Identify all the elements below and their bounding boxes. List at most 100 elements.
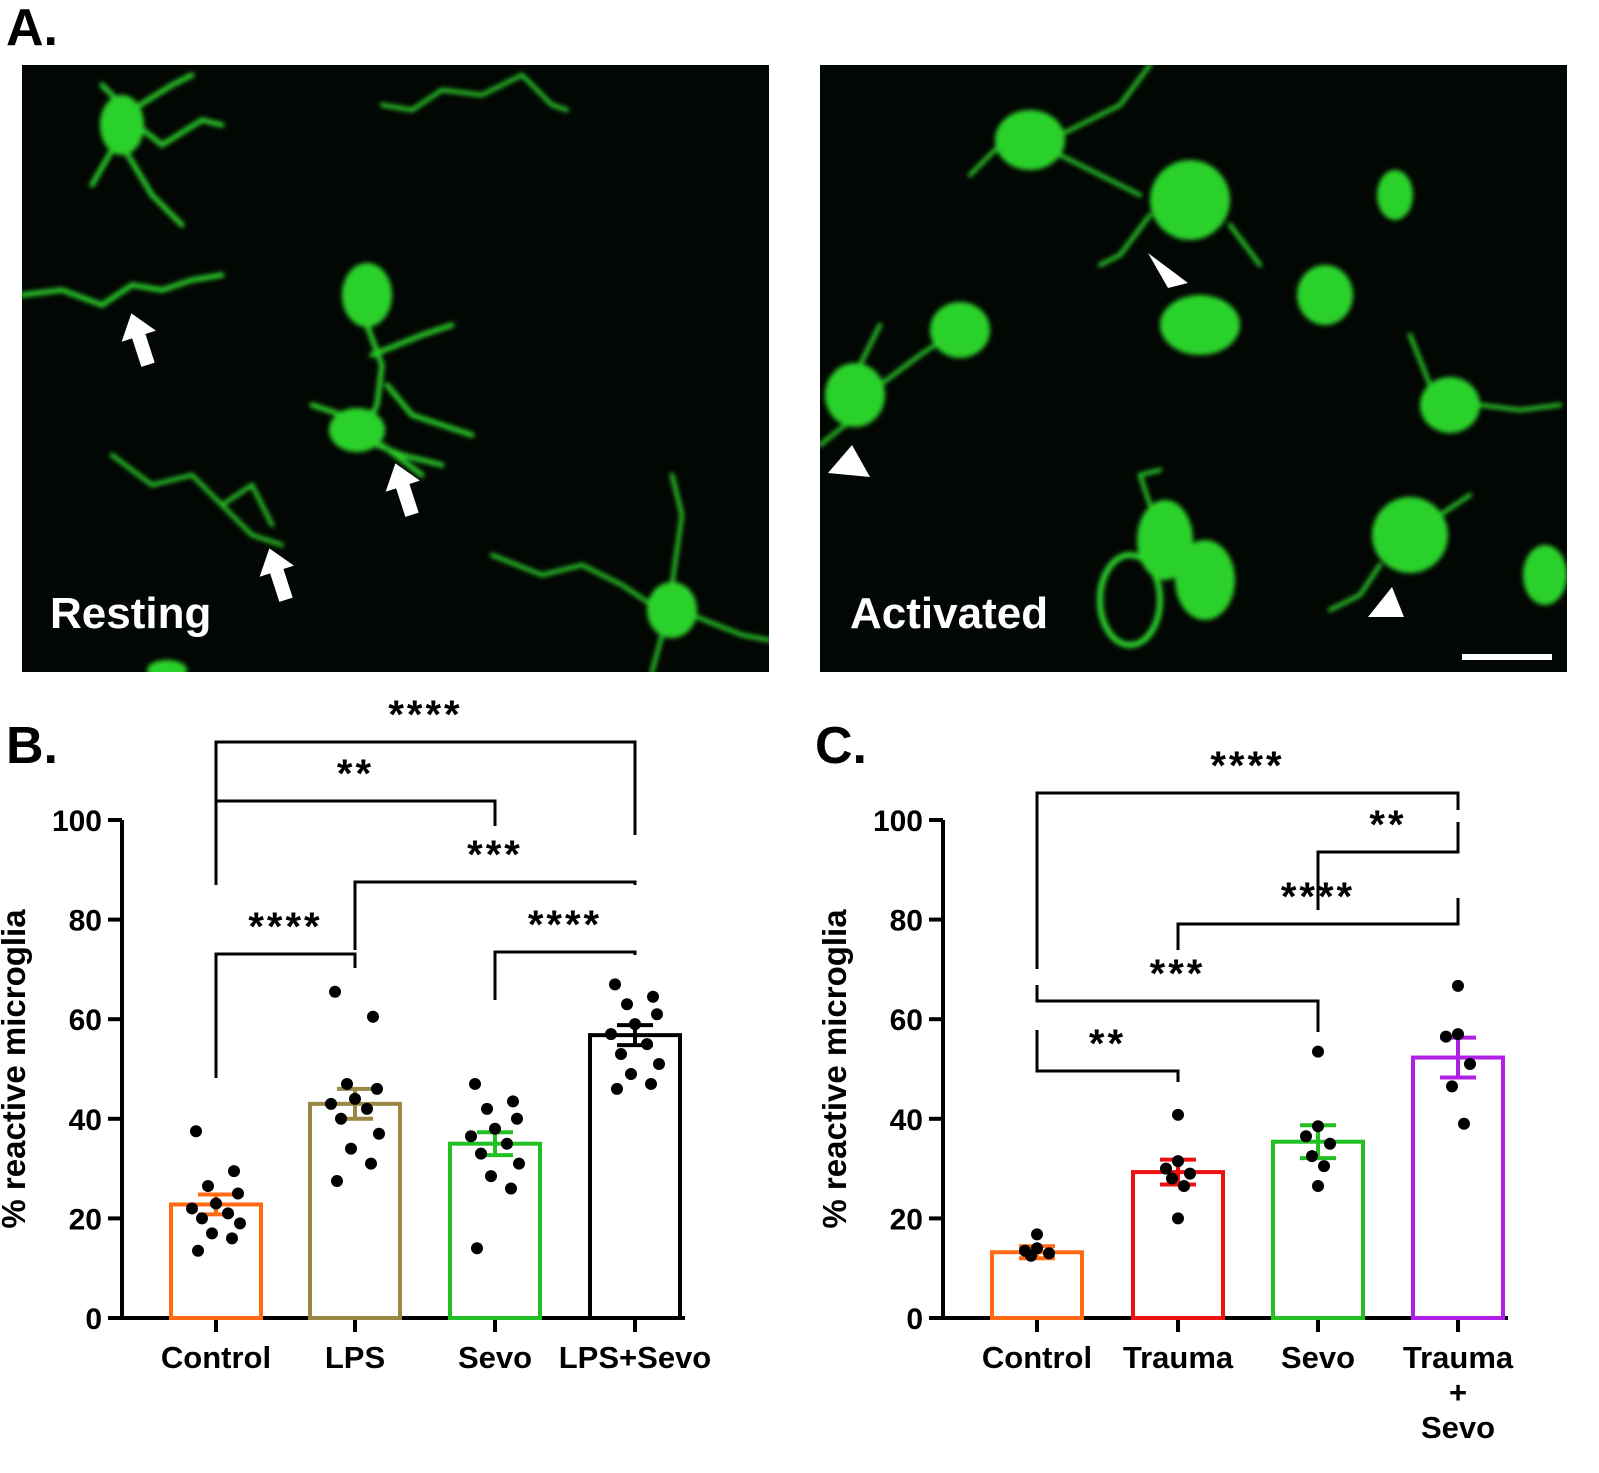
chart-c-data-point: [1172, 1108, 1184, 1121]
chart-b-data-point: [341, 1077, 353, 1090]
chart-c-data-point: [1306, 1150, 1318, 1163]
chart-b-data-point: [511, 1112, 523, 1125]
chart-b-y-tick-label: 40: [69, 1104, 102, 1137]
chart-b-data-point: [609, 978, 621, 991]
chart-b-data-point: [190, 1125, 202, 1138]
activated-micrograph-image: [820, 65, 1567, 648]
chart-c-significance-bracket: [1316, 822, 1460, 910]
chart-c-data-point: [1464, 1058, 1476, 1071]
chart-b-data-point: [513, 1157, 525, 1170]
chart-b-y-tick-label: 0: [85, 1303, 102, 1336]
chart-b-data-point: [349, 1092, 361, 1105]
chart-b-data-point: [373, 1127, 385, 1140]
chart-b-data-point: [232, 1187, 244, 1200]
chart-b-data-point: [465, 1130, 477, 1143]
chart-b-data-point: [641, 1038, 653, 1051]
chart-c-data-point: [1312, 1180, 1324, 1193]
chart-b-data-point: [226, 1232, 238, 1245]
chart-c-data-point: [1178, 1180, 1190, 1193]
chart-b-data-point: [501, 1137, 513, 1150]
chart-c-data-point: [1324, 1137, 1336, 1150]
chart-b-data-point: [331, 1175, 343, 1188]
chart-b-data-point: [469, 1077, 481, 1090]
chart-b-data-point: [475, 1147, 487, 1160]
panel-a-letter: A.: [6, 0, 58, 57]
chart-b-data-point: [206, 1227, 218, 1240]
chart-b-significance-label: ****: [528, 903, 602, 947]
chart-c-x-tick-label: +: [1449, 1375, 1467, 1410]
chart-c-x-tick-label: Control: [982, 1340, 1092, 1375]
chart-b-data-point: [485, 1170, 497, 1183]
arrow-icon: [121, 313, 420, 602]
chart-c-data-point: [1452, 979, 1464, 992]
chart-b-data-point: [222, 1207, 234, 1220]
chart-b-y-tick-label: 60: [69, 1004, 102, 1037]
chart-c-data-point: [1025, 1249, 1037, 1262]
chart-b-y-tick-label: 20: [69, 1203, 102, 1236]
chart-c-significance-label: **: [1369, 803, 1406, 847]
panel-c-letter: C.: [815, 717, 867, 775]
chart-b-data-point: [481, 1102, 493, 1115]
chart-b-data-point: [192, 1244, 204, 1257]
chart-b-data-point: [186, 1202, 198, 1215]
chart-b-data-point: [645, 1077, 657, 1090]
chart-b-data-point: [345, 1142, 357, 1155]
chart-b-data-point: [361, 1102, 373, 1115]
chart-b-data-point: [335, 1112, 347, 1125]
chart-b-data-point: [507, 1095, 519, 1108]
chart-b-data-point: [471, 1242, 483, 1255]
chart-b-data-point: [202, 1180, 214, 1193]
chart-c-data-point: [1172, 1212, 1184, 1225]
chart-b-data-point: [611, 1082, 623, 1095]
chart-b-y-axis-label: % reactive microglia: [0, 909, 32, 1229]
chart-c-data-point: [1160, 1162, 1172, 1175]
chart-b-significance-bracket: [353, 880, 637, 950]
activated-micrograph: Activated: [820, 65, 1567, 672]
chart-c-significance-bracket: [1035, 1030, 1180, 1082]
chart-c-data-point: [1452, 1028, 1464, 1041]
chart-b-x-tick-label: LPS+Sevo: [559, 1340, 712, 1375]
chart-b-data-point: [196, 1212, 208, 1225]
chart-b-significance-label: ***: [467, 833, 523, 877]
chart-c-y-tick-label: 80: [890, 905, 923, 938]
chart-c-significance-label: ***: [1150, 952, 1206, 996]
chart-b-data-point: [621, 998, 633, 1011]
chart-c-data-point: [1172, 1155, 1184, 1168]
chart-b-significance-label: **: [337, 752, 374, 796]
chart-b-data-point: [653, 1058, 665, 1071]
chart-c-bar: [990, 1250, 1084, 1321]
panel-b-letter: B.: [6, 717, 58, 775]
chart-c-data-point: [1031, 1228, 1043, 1241]
chart-c-significance-label: ****: [1210, 744, 1284, 788]
chart-c-x-tick-label: Sevo: [1421, 1410, 1495, 1445]
chart-b-significance-label: ****: [248, 905, 322, 949]
chart-b-data-point: [367, 1010, 379, 1023]
chart-c-significance-bracket: [1176, 898, 1460, 950]
chart-b-data-point: [210, 1197, 222, 1210]
chart-b-data-point: [228, 1165, 240, 1178]
chart-c-x-tick-label: Sevo: [1281, 1340, 1355, 1375]
chart-c-bar: [1411, 1055, 1505, 1321]
chart-c-x-tick-label: Trauma: [1123, 1340, 1234, 1375]
chart-b-significance-label: ****: [388, 693, 462, 737]
chart-b-data-point: [629, 1018, 641, 1031]
chart-c-data-point: [1318, 1160, 1330, 1173]
chart-c-bar: [1131, 1170, 1225, 1321]
chart-c-y-tick-label: 20: [890, 1203, 923, 1236]
chart-c-significance-bracket: [1035, 985, 1320, 1032]
chart-b-data-point: [325, 1097, 337, 1110]
chart-b-data-point: [625, 1067, 637, 1080]
chart-b-data-point: [329, 985, 341, 998]
chart-c-y-tick-label: 0: [906, 1303, 923, 1336]
chart-b-data-point: [647, 990, 659, 1003]
chart-c-y-axis-label: % reactive microglia: [816, 909, 853, 1229]
chart-b-data-point: [505, 1182, 517, 1195]
chart-c-data-point: [1043, 1247, 1055, 1260]
chart-b-x-tick-label: Control: [161, 1340, 271, 1375]
chart-c-data-point: [1300, 1130, 1312, 1143]
chart-c-data-point: [1166, 1172, 1178, 1185]
chart-c-y-tick-label: 40: [890, 1104, 923, 1137]
chart-c-data-point: [1440, 1030, 1452, 1043]
chart-c-data-point: [1312, 1045, 1324, 1058]
